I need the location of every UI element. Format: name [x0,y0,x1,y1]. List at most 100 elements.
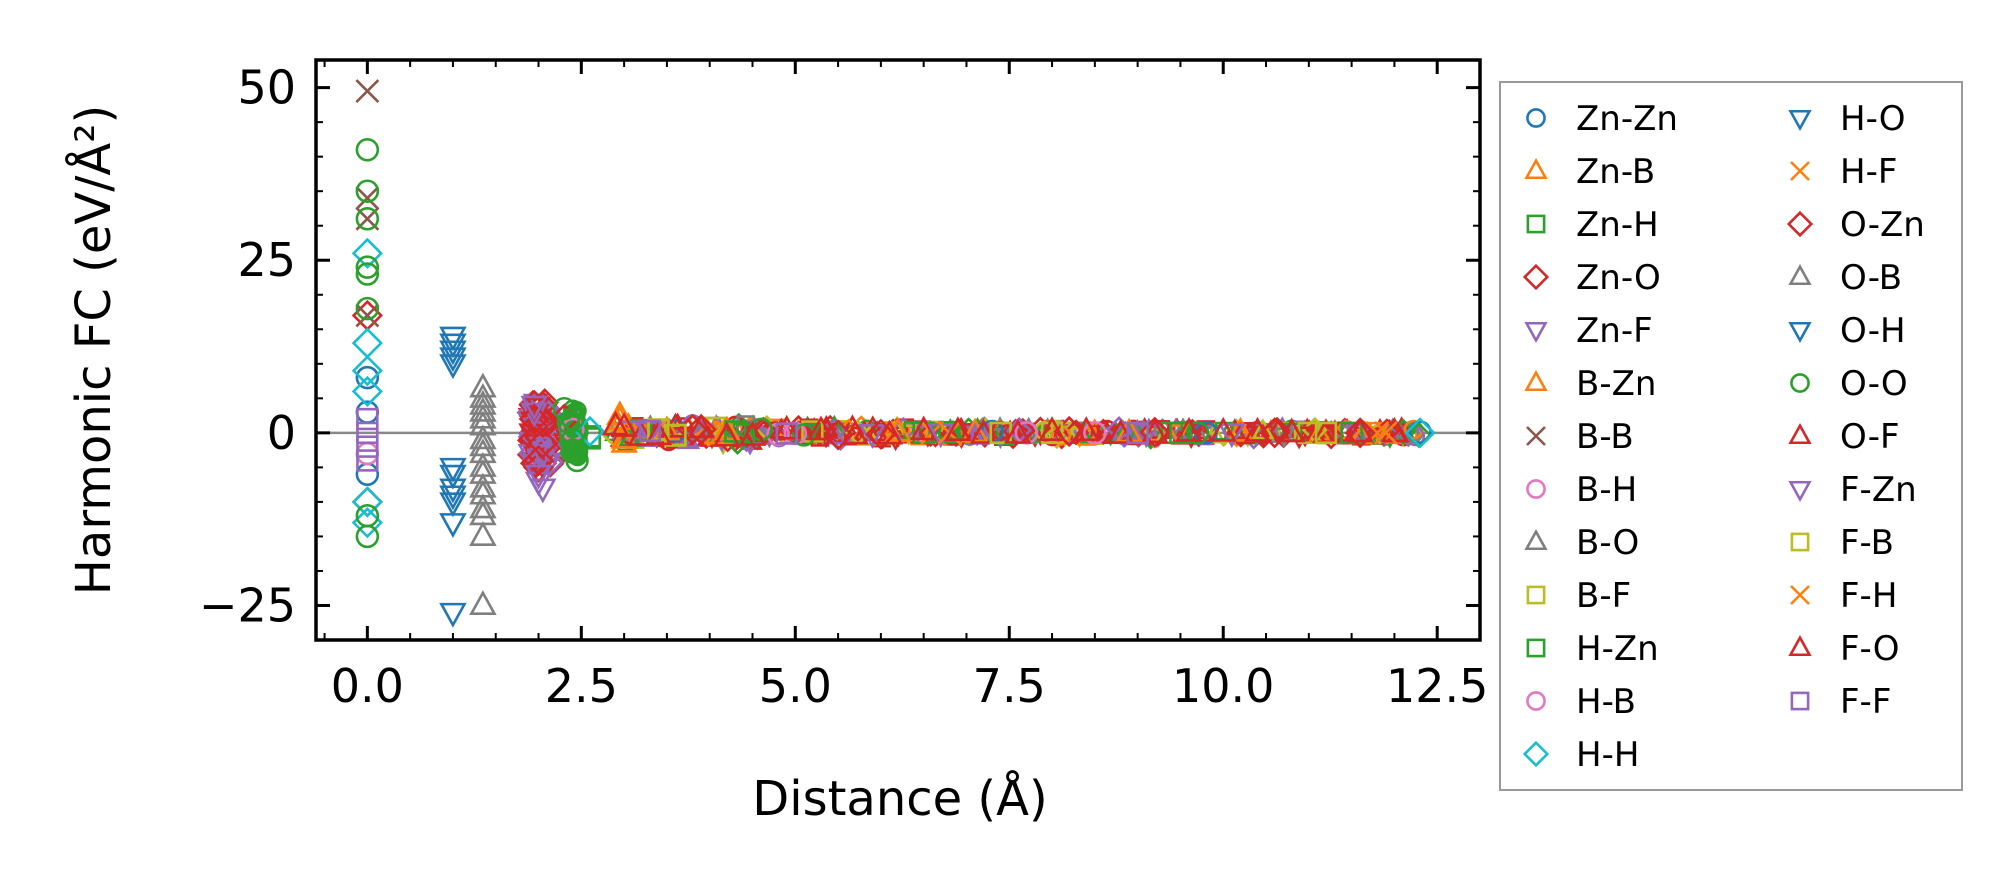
data-point [1004,418,1032,444]
data-point [961,417,989,443]
band-point [695,420,722,448]
legend-entry: O-F [1788,417,1900,457]
data-point [439,354,467,380]
data-point [469,424,497,450]
data-point [355,255,380,279]
data-point [356,407,379,431]
data-point [355,262,380,286]
data-point [1404,417,1436,449]
legend-marker [1790,585,1810,605]
legend-entry: B-O [1524,523,1639,563]
data-point [775,422,798,445]
data-point [469,521,497,546]
data-point [687,413,715,439]
data-point [355,462,380,487]
data-point [636,421,664,447]
data-point [439,340,467,366]
legend-label: B-Zn [1576,364,1656,404]
data-point [865,418,897,450]
data-point [524,464,553,490]
legend-entry: Zn-O [1522,258,1661,298]
data-point [1373,420,1398,445]
data-point [969,418,998,444]
data-point [1132,423,1160,449]
y-tick-label: 25 [237,233,296,287]
legend-entry: H-Zn [1526,629,1659,669]
data-point [469,396,497,422]
legend-marker [1526,479,1546,499]
data-point [841,419,869,445]
data-point [529,478,557,504]
legend-marker [1788,321,1812,344]
legend-marker [1526,426,1546,446]
data-point [1185,421,1210,445]
data-point [469,590,497,616]
data-point [1218,423,1246,449]
y-tick-label: 50 [237,61,296,115]
legend-marker [1790,691,1810,711]
legend-entry: B-F [1526,576,1631,616]
x-axis-label: Distance (Å) [752,770,1047,827]
series-o-o [355,138,1210,549]
legend-entry: O-B [1788,258,1902,298]
data-point [439,464,467,490]
data-point [944,416,972,442]
data-point [772,414,801,440]
data-point [713,421,741,447]
legend-marker [1526,108,1546,128]
data-point [1053,415,1085,448]
band-point [1251,418,1275,440]
data-point [1126,421,1149,445]
legend-marker [1788,480,1812,503]
data-point [469,493,497,519]
data-point [439,492,467,518]
data-point [556,410,581,435]
legend-entry: F-B [1790,523,1894,563]
band-point [1202,422,1227,444]
legend-label: H-Zn [1576,629,1659,669]
data-point [356,449,379,472]
series-b-b [355,79,380,328]
legend-marker [1788,109,1812,132]
legend-marker [1524,369,1548,392]
legend-label: B-H [1576,470,1637,510]
data-point [439,478,467,504]
data-point [1139,416,1171,448]
data-point [1072,416,1101,442]
series-o-h [439,333,467,511]
legend-entry: Zn-H [1526,205,1659,245]
data-point [439,457,467,483]
legend-label: Zn-F [1576,311,1653,351]
legend-entry: H-F [1790,152,1897,192]
data-point [439,602,467,628]
data-point [610,427,638,453]
legend-marker [1524,321,1548,344]
legend-entry: B-B [1526,417,1634,457]
data-point [527,427,559,459]
data-point [469,372,497,398]
data-point [1346,417,1374,443]
data-point [439,333,467,359]
legend-entry: Zn-B [1524,152,1655,192]
series-f-f [356,407,1149,472]
data-point [356,421,379,445]
data-point [439,513,467,538]
legend-entry: F-O [1788,629,1900,669]
band-point [752,418,779,445]
legend-entry: O-H [1788,311,1906,351]
data-point [355,365,380,390]
x-tick-label: 5.0 [759,659,832,713]
data-point [439,485,467,511]
data-point [351,486,383,518]
legend-entry: F-H [1790,576,1897,616]
legend-label: Zn-B [1576,152,1655,192]
data-point [792,423,816,447]
legend-marker [1526,638,1546,658]
data-point [685,413,717,445]
x-tick-label: 0.0 [331,659,404,713]
legend-label: F-F [1840,682,1891,722]
legend-label: F-B [1840,523,1894,563]
data-point [469,458,497,484]
data-point [355,186,380,211]
